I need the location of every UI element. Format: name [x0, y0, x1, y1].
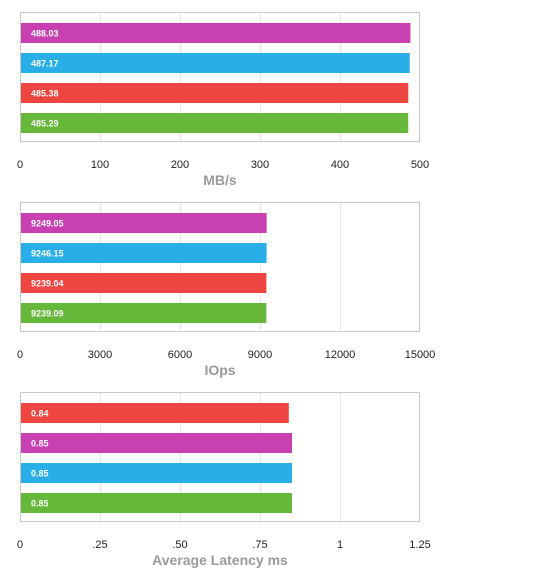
bar-value-label: 487.17 — [31, 59, 59, 69]
bar-value-label: 485.29 — [31, 119, 59, 129]
x-tick-label: 0 — [17, 349, 23, 361]
bar — [21, 213, 267, 233]
average-latency-ms-chart: 0.84 0.85 0.85 0.85 0 .25 .50 .75 1 1.25 Average L… — [17, 392, 431, 568]
x-tick-label: .25 — [92, 539, 107, 551]
bar-value-label: 0.85 — [31, 499, 49, 509]
x-tick-label: 1 — [337, 539, 343, 551]
x-tick-label: 1.25 — [409, 539, 430, 551]
mb-s-chart: 488.03 487.17 485.38 485.29 0 100 200 300 400 500… — [17, 12, 429, 188]
bar — [21, 113, 409, 133]
x-tick-label: 3000 — [88, 349, 112, 361]
x-tick-label: 400 — [331, 159, 349, 171]
bar-value-label: 485.38 — [31, 89, 59, 99]
bar — [21, 403, 289, 423]
bar-value-label: 9246.15 — [31, 249, 64, 259]
bar — [21, 463, 292, 483]
x-tick-label: 6000 — [168, 349, 192, 361]
bar — [21, 83, 409, 103]
x-axis-title: Average Latency ms — [152, 552, 288, 568]
bar-value-label: 488.03 — [31, 29, 59, 39]
x-tick-label: 500 — [411, 159, 429, 171]
x-tick-label: 300 — [251, 159, 269, 171]
bar-value-label: 0.85 — [31, 469, 49, 479]
bar-value-label: 0.85 — [31, 439, 49, 449]
bar-value-label: 9239.09 — [31, 309, 64, 319]
x-tick-label: 12000 — [325, 349, 356, 361]
x-tick-label: 200 — [171, 159, 189, 171]
bar-value-label: 0.84 — [31, 409, 49, 419]
x-tick-label: 0 — [17, 539, 23, 551]
bar — [21, 273, 267, 293]
bar-value-label: 9239.04 — [31, 279, 64, 289]
x-tick-label: .75 — [252, 539, 267, 551]
x-axis-title: IOps — [204, 362, 235, 378]
x-tick-label: 9000 — [248, 349, 272, 361]
x-tick-label: 15000 — [405, 349, 436, 361]
bar — [21, 53, 410, 73]
x-tick-label: 100 — [91, 159, 109, 171]
bar — [21, 433, 292, 453]
bar — [21, 303, 267, 323]
x-tick-label: .50 — [172, 539, 187, 551]
bar — [21, 23, 411, 43]
x-tick-label: 0 — [17, 159, 23, 171]
iops-chart: 9249.05 9246.15 9239.04 9239.09 0 3000 6000 900… — [17, 202, 436, 378]
x-axis-title: MB/s — [203, 172, 237, 188]
bar — [21, 243, 267, 263]
bar — [21, 493, 292, 513]
bar-value-label: 9249.05 — [31, 219, 64, 229]
